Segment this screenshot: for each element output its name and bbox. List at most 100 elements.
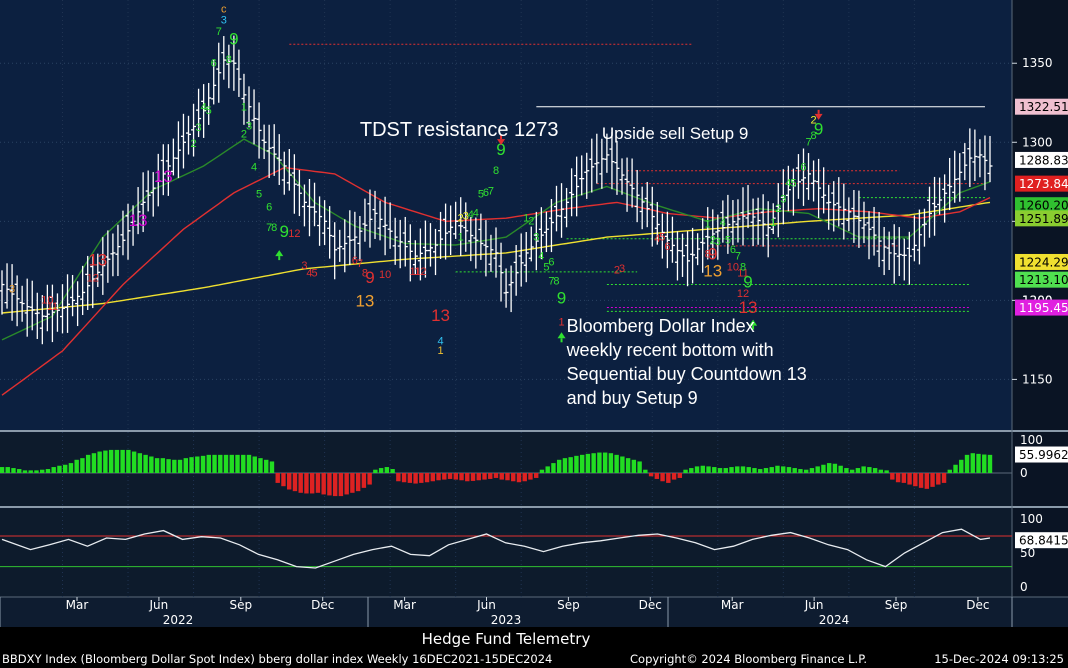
momentum-bar: [275, 473, 280, 483]
momentum-bar: [671, 473, 677, 480]
momentum-bar: [867, 467, 872, 473]
td-count-label: 12: [288, 228, 300, 240]
td-count-label: 4: [720, 217, 726, 229]
price-tag-label: 1251.89: [1019, 212, 1068, 226]
momentum-bar: [68, 463, 74, 473]
td-count-label: 2: [710, 234, 716, 246]
annotation-sell-setup: Upside sell Setup 9: [602, 124, 748, 143]
momentum-bar: [367, 473, 372, 485]
td-count-label: 13: [739, 298, 758, 317]
td-count-label: 3: [221, 15, 227, 27]
momentum-bar: [924, 473, 930, 489]
momentum-bar: [0, 467, 5, 473]
momentum-bar: [223, 454, 229, 473]
momentum-bar: [591, 453, 596, 473]
momentum-bar: [218, 454, 223, 473]
momentum-bar: [212, 454, 217, 473]
price-tag-label: 1195.45: [1019, 301, 1068, 315]
td-count-label: c: [221, 4, 227, 16]
momentum-bar: [511, 473, 516, 482]
momentum-bar: [459, 473, 464, 481]
momentum-bar: [849, 469, 855, 473]
chart-area: 1350130012501200115012001322.511288.8312…: [0, 0, 1068, 627]
momentum-bar: [953, 464, 958, 473]
momentum-bar: [246, 454, 252, 473]
td-count-label: 2: [458, 212, 464, 224]
momentum-bar: [493, 473, 499, 478]
td-count-label: 8: [553, 276, 559, 288]
momentum-bar: [396, 473, 401, 482]
momentum-bar: [206, 454, 211, 473]
td-count-label: 4: [785, 178, 791, 190]
momentum-bar: [798, 469, 803, 473]
momentum-bar: [660, 473, 665, 482]
momentum-bar: [941, 473, 947, 483]
td-count-label: 9: [814, 119, 823, 138]
momentum-bar: [292, 473, 298, 492]
td-count-label: 2: [241, 129, 247, 141]
td-count-label: 12: [87, 272, 99, 284]
momentum-bar: [545, 466, 550, 473]
momentum-bar: [602, 452, 608, 473]
momentum-bar: [620, 456, 625, 473]
annotation-bottom-note: and buy Setup 9: [567, 388, 698, 408]
x-axis-month-label: Jun: [804, 598, 824, 612]
td-count-label: 11: [410, 266, 421, 278]
momentum-bar: [62, 464, 68, 473]
momentum-bar: [488, 473, 493, 479]
annotation-bottom-note: weekly recent bottom with: [566, 340, 774, 360]
oscillator-axis-label: 50: [1020, 546, 1035, 560]
momentum-bar: [723, 468, 728, 473]
td-count-label: 10: [727, 261, 739, 273]
td-count-label: 3: [619, 263, 625, 275]
x-axis-month-label: Mar: [66, 598, 89, 612]
momentum-bar: [332, 473, 338, 497]
momentum-bar: [821, 464, 826, 473]
momentum-bar: [17, 469, 22, 473]
x-axis-month-label: Dec: [966, 598, 989, 612]
momentum-bar: [51, 467, 56, 473]
momentum-bar: [505, 473, 510, 481]
momentum-bar: [976, 453, 981, 473]
momentum-bar: [143, 454, 148, 473]
td-count-label: 6: [211, 57, 217, 69]
momentum-bar: [556, 459, 562, 473]
momentum-bar: [287, 473, 292, 490]
td-count-label: 1: [458, 231, 464, 243]
momentum-bar: [516, 473, 522, 483]
td-count-label: 9: [743, 273, 752, 292]
price-tag-box: [1015, 299, 1068, 316]
momentum-bar: [522, 473, 527, 482]
momentum-bar: [97, 451, 102, 473]
momentum-bar: [401, 473, 407, 483]
momentum-bar: [241, 454, 246, 473]
oscillator-panel-background: [0, 509, 1012, 597]
momentum-bar: [424, 473, 430, 483]
momentum-bar: [384, 467, 390, 473]
momentum-bar: [373, 469, 378, 473]
momentum-bar: [534, 473, 539, 478]
td-count-label: 4: [473, 208, 479, 220]
x-axis-month-label: Mar: [393, 598, 416, 612]
td-count-label: 2: [775, 203, 781, 215]
td-count-label: 8: [362, 268, 368, 280]
momentum-bar: [781, 466, 786, 473]
momentum-bar: [361, 473, 367, 488]
momentum-bar: [321, 473, 326, 495]
momentum-bar: [74, 459, 79, 473]
td-count-label: 8: [271, 222, 277, 234]
td-count-label: 10: [379, 269, 391, 281]
momentum-bar: [712, 467, 717, 473]
oscillator-tag-label: 68.8415: [1019, 534, 1068, 548]
x-axis-background: [0, 597, 1068, 627]
momentum-bar: [936, 473, 941, 485]
momentum-bar: [895, 473, 901, 483]
momentum-bar: [103, 450, 108, 473]
momentum-bar: [568, 457, 573, 473]
momentum-bar: [890, 473, 895, 480]
momentum-bar: [235, 454, 240, 473]
td-count-label: 4: [201, 102, 207, 114]
momentum-bar: [476, 473, 481, 481]
momentum-tag-box: [1015, 446, 1068, 463]
price-panel-background: [0, 0, 1012, 430]
